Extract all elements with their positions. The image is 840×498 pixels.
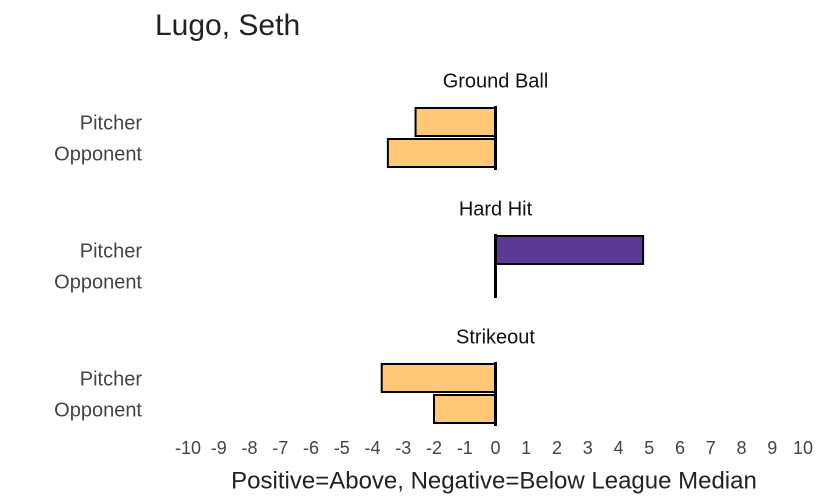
category-label: Pitcher	[80, 368, 143, 390]
panel-title: Ground Ball	[443, 70, 549, 92]
x-tick-label: 7	[706, 438, 716, 458]
x-tick-label: -1	[457, 438, 473, 458]
bar	[386, 138, 497, 168]
x-tick-label: -10	[175, 438, 201, 458]
x-tick-label: 8	[736, 438, 746, 458]
panel-title: Hard Hit	[459, 198, 533, 220]
x-tick-label: -2	[426, 438, 442, 458]
x-tick-label: 1	[521, 438, 531, 458]
x-tick-label: 6	[675, 438, 685, 458]
x-tick-label: 9	[767, 438, 777, 458]
x-tick-label: -7	[272, 438, 288, 458]
x-tick-label: -3	[395, 438, 411, 458]
bar	[494, 235, 645, 265]
x-tick-label: 4	[613, 438, 623, 458]
x-tick-label: -4	[364, 438, 380, 458]
x-tick-label: 0	[490, 438, 500, 458]
category-label: Opponent	[54, 399, 142, 421]
x-axis-label: Positive=Above, Negative=Below League Me…	[231, 467, 757, 494]
x-tick-label: 5	[644, 438, 654, 458]
bar	[414, 107, 497, 137]
category-label: Pitcher	[80, 112, 143, 134]
category-label: Pitcher	[80, 240, 143, 262]
x-tick-label: 2	[552, 438, 562, 458]
x-tick-label: -8	[241, 438, 257, 458]
x-tick-label: -6	[303, 438, 319, 458]
x-tick-label: -9	[211, 438, 227, 458]
x-tick-label: -5	[334, 438, 350, 458]
x-tick-label: 3	[583, 438, 593, 458]
chart-title: Lugo, Seth	[155, 9, 300, 42]
panel-title: Strikeout	[456, 326, 535, 348]
x-tick-label: 10	[793, 438, 813, 458]
bar	[380, 363, 497, 393]
bar	[433, 394, 497, 424]
category-label: Opponent	[54, 143, 142, 165]
category-label: Opponent	[54, 271, 142, 293]
